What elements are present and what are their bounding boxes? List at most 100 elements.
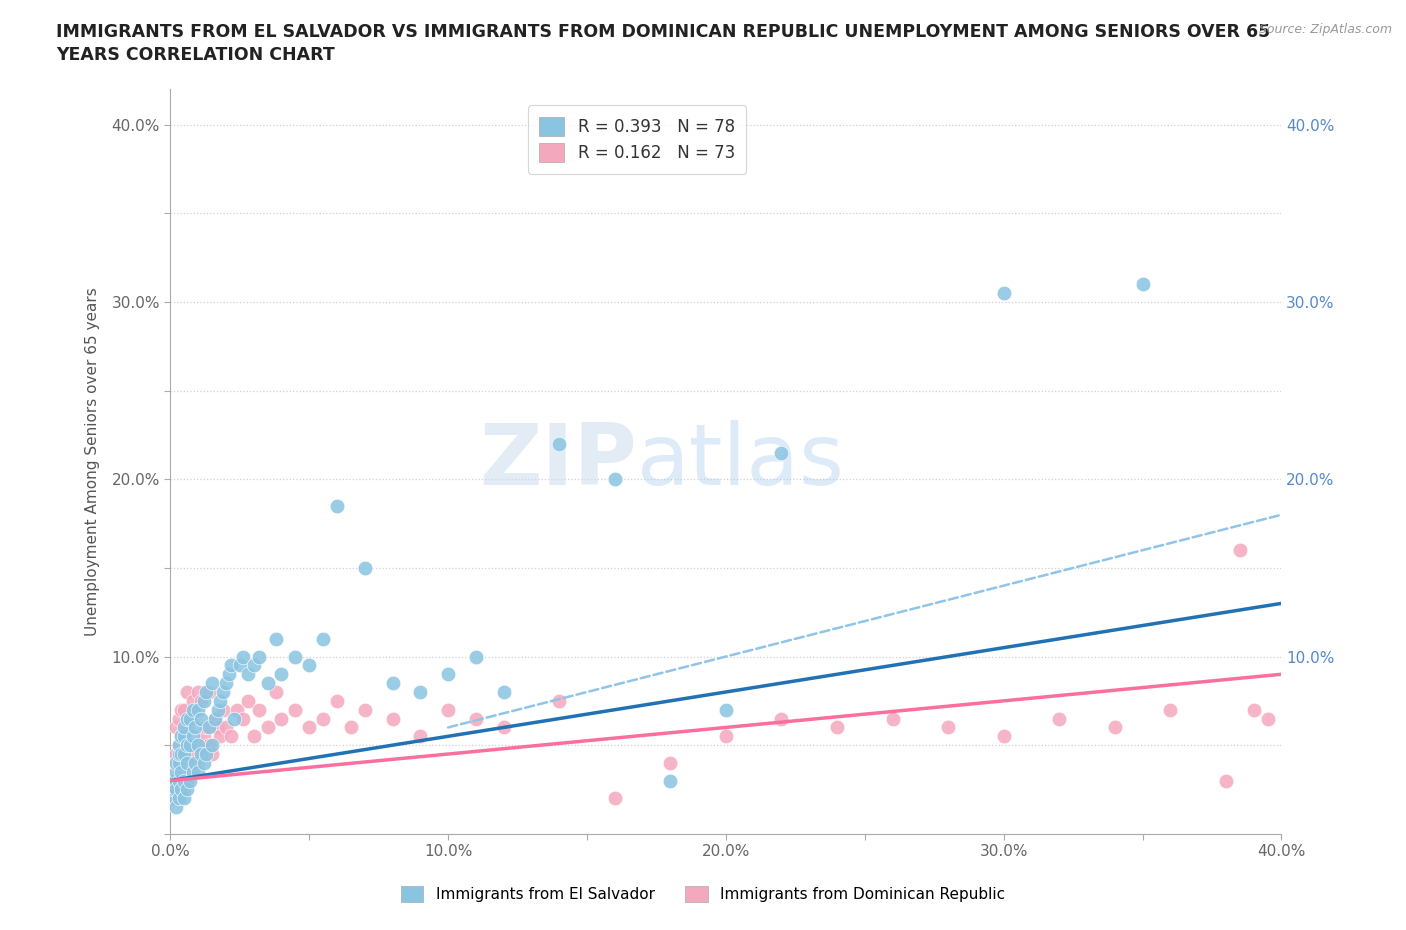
Immigrants from Dominican Republic (993, 729, 1015, 744)
Immigrants from Dominican Republic (714, 729, 737, 744)
Immigrants from El Salvador (184, 755, 207, 770)
Immigrants from El Salvador (247, 649, 270, 664)
Immigrants from El Salvador (236, 667, 259, 682)
Immigrants from Dominican Republic (242, 729, 264, 744)
Immigrants from El Salvador (190, 747, 212, 762)
Immigrants from El Salvador (193, 694, 215, 709)
Immigrants from Dominican Republic (184, 747, 207, 762)
Immigrants from Dominican Republic (190, 694, 212, 709)
Immigrants from Dominican Republic (1229, 543, 1251, 558)
Immigrants from Dominican Republic (236, 694, 259, 709)
Immigrants from Dominican Republic (173, 702, 195, 717)
Immigrants from El Salvador (181, 764, 204, 779)
Immigrants from Dominican Republic (198, 737, 221, 752)
Immigrants from Dominican Republic (298, 720, 321, 735)
Text: YEARS CORRELATION CHART: YEARS CORRELATION CHART (56, 46, 335, 64)
Immigrants from Dominican Republic (207, 720, 229, 735)
Immigrants from El Salvador (195, 684, 218, 699)
Immigrants from Dominican Republic (170, 729, 193, 744)
Immigrants from El Salvador (409, 684, 432, 699)
Immigrants from Dominican Republic (353, 702, 375, 717)
Immigrants from Dominican Republic (167, 711, 190, 726)
Immigrants from Dominican Republic (165, 720, 187, 735)
Immigrants from El Salvador (162, 782, 184, 797)
Immigrants from El Salvador (167, 747, 190, 762)
Immigrants from El Salvador (187, 737, 209, 752)
Immigrants from El Salvador (187, 702, 209, 717)
Immigrants from El Salvador (264, 631, 287, 646)
Immigrants from El Salvador (195, 747, 218, 762)
Immigrants from El Salvador (492, 684, 515, 699)
Immigrants from Dominican Republic (270, 711, 292, 726)
Immigrants from El Salvador (176, 782, 198, 797)
Immigrants from Dominican Republic (162, 782, 184, 797)
Immigrants from Dominican Republic (326, 694, 349, 709)
Immigrants from Dominican Republic (209, 729, 232, 744)
Immigrants from El Salvador (326, 498, 349, 513)
Immigrants from El Salvador (193, 755, 215, 770)
Immigrants from Dominican Republic (284, 702, 307, 717)
Immigrants from El Salvador (201, 737, 224, 752)
Immigrants from Dominican Republic (232, 711, 254, 726)
Immigrants from El Salvador (173, 720, 195, 735)
Immigrants from El Salvador (181, 729, 204, 744)
Immigrants from Dominican Republic (190, 737, 212, 752)
Legend: R = 0.393   N = 78, R = 0.162   N = 73: R = 0.393 N = 78, R = 0.162 N = 73 (527, 105, 747, 174)
Immigrants from El Salvador (176, 755, 198, 770)
Immigrants from El Salvador (165, 800, 187, 815)
Immigrants from Dominican Republic (187, 755, 209, 770)
Immigrants from Dominican Republic (165, 747, 187, 762)
Immigrants from El Salvador (603, 472, 626, 486)
Immigrants from Dominican Republic (201, 747, 224, 762)
Immigrants from El Salvador (173, 790, 195, 805)
Immigrants from Dominican Republic (173, 782, 195, 797)
Immigrants from El Salvador (173, 773, 195, 788)
Immigrants from El Salvador (170, 729, 193, 744)
Immigrants from El Salvador (548, 436, 571, 451)
Immigrants from El Salvador (215, 676, 238, 691)
Immigrants from El Salvador (284, 649, 307, 664)
Immigrants from Dominican Republic (204, 711, 226, 726)
Immigrants from El Salvador (190, 711, 212, 726)
Immigrants from El Salvador (165, 782, 187, 797)
Immigrants from Dominican Republic (170, 702, 193, 717)
Immigrants from Dominican Republic (770, 711, 793, 726)
Immigrants from Dominican Republic (437, 702, 460, 717)
Immigrants from Dominican Republic (198, 684, 221, 699)
Immigrants from El Salvador (170, 782, 193, 797)
Immigrants from El Salvador (464, 649, 486, 664)
Immigrants from Dominican Republic (187, 684, 209, 699)
Immigrants from El Salvador (298, 658, 321, 672)
Immigrants from Dominican Republic (195, 720, 218, 735)
Immigrants from Dominican Republic (162, 755, 184, 770)
Immigrants from Dominican Republic (381, 711, 404, 726)
Immigrants from Dominican Republic (1159, 702, 1181, 717)
Immigrants from El Salvador (176, 737, 198, 752)
Immigrants from El Salvador (714, 702, 737, 717)
Immigrants from Dominican Republic (179, 711, 201, 726)
Immigrants from El Salvador (187, 764, 209, 779)
Immigrants from Dominican Republic (181, 694, 204, 709)
Text: IMMIGRANTS FROM EL SALVADOR VS IMMIGRANTS FROM DOMINICAN REPUBLIC UNEMPLOYMENT A: IMMIGRANTS FROM EL SALVADOR VS IMMIGRANT… (56, 23, 1271, 41)
Immigrants from El Salvador (179, 737, 201, 752)
Immigrants from El Salvador (165, 764, 187, 779)
Immigrants from El Salvador (201, 676, 224, 691)
Immigrants from Dominican Republic (1243, 702, 1265, 717)
Immigrants from El Salvador (229, 658, 252, 672)
Immigrants from Dominican Republic (167, 737, 190, 752)
Immigrants from Dominican Republic (181, 755, 204, 770)
Immigrants from El Salvador (198, 720, 221, 735)
Immigrants from El Salvador (173, 729, 195, 744)
Immigrants from Dominican Republic (256, 720, 278, 735)
Immigrants from Dominican Republic (936, 720, 959, 735)
Immigrants from El Salvador (170, 764, 193, 779)
Immigrants from El Salvador (232, 649, 254, 664)
Immigrants from El Salvador (312, 631, 335, 646)
Immigrants from Dominican Republic (176, 773, 198, 788)
Immigrants from Dominican Republic (1257, 711, 1279, 726)
Immigrants from Dominican Republic (221, 729, 243, 744)
Immigrants from El Salvador (167, 773, 190, 788)
Immigrants from Dominican Republic (312, 711, 335, 726)
Immigrants from Dominican Republic (212, 702, 235, 717)
Immigrants from El Salvador (167, 737, 190, 752)
